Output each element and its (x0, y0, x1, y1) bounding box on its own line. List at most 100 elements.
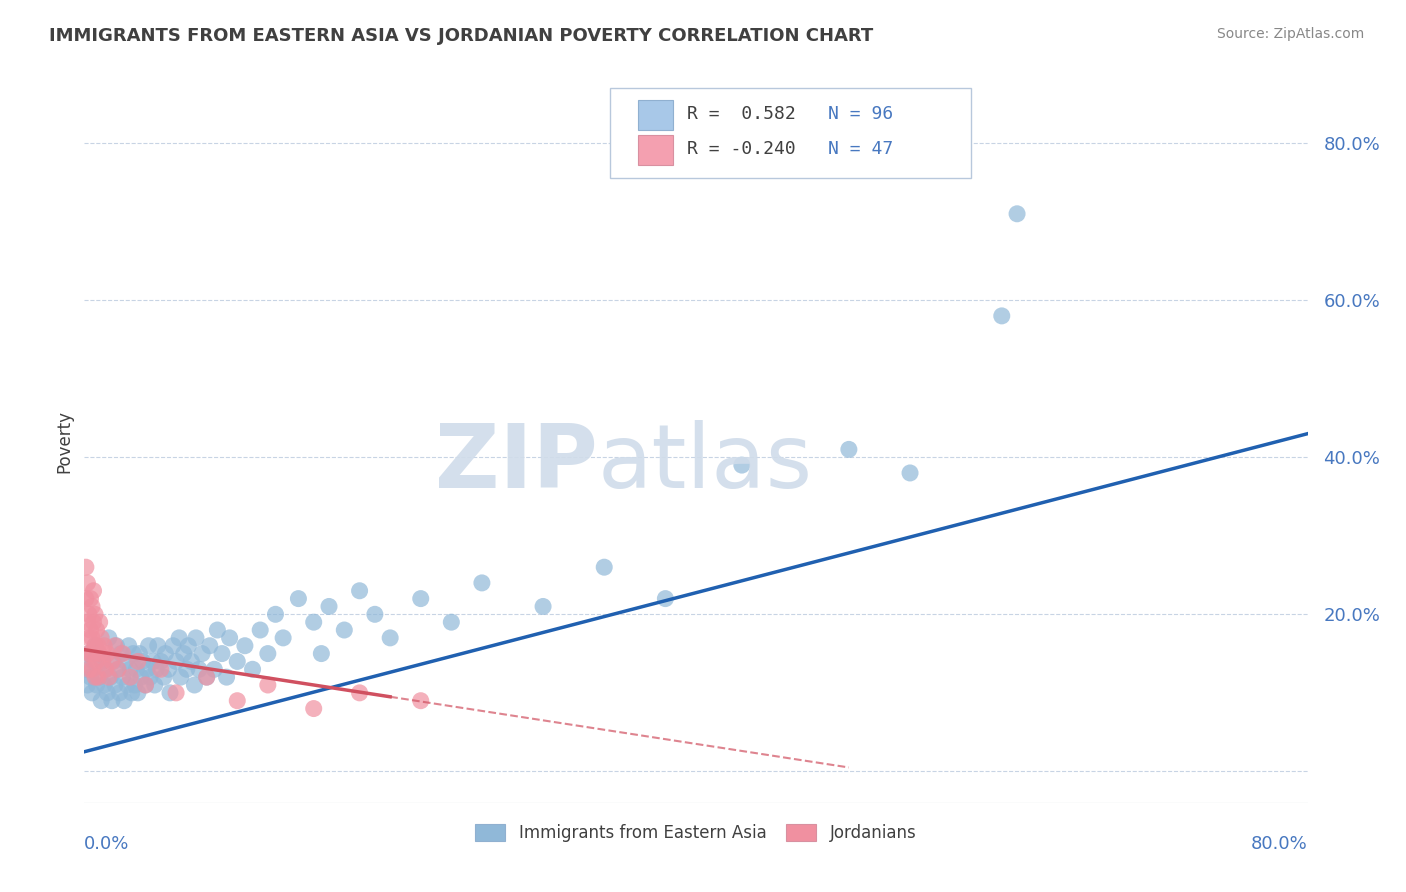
Point (94, 662, 117, 676)
Point (79, 647, 101, 661)
Legend: Immigrants from Eastern Asia, Jordanians: Immigrants from Eastern Asia, Jordanians (468, 817, 924, 848)
Point (108, 686, 131, 700)
Point (77, 607, 100, 622)
Point (226, 655, 249, 669)
Point (87, 670, 110, 684)
Point (128, 647, 150, 661)
Point (75, 560, 97, 574)
Point (198, 639, 221, 653)
Point (79, 623, 101, 637)
Point (76, 647, 98, 661)
Point (115, 678, 138, 692)
Point (257, 647, 280, 661)
Point (409, 694, 432, 708)
Point (264, 607, 287, 622)
Point (145, 662, 167, 676)
Point (471, 575, 494, 590)
Point (218, 631, 240, 645)
Point (101, 655, 124, 669)
Text: N = 47: N = 47 (828, 140, 893, 158)
Point (91, 655, 114, 669)
Point (80, 599, 103, 614)
Point (103, 655, 125, 669)
Point (654, 591, 676, 606)
Text: 80.0%: 80.0% (1251, 835, 1308, 854)
Point (96, 686, 118, 700)
Point (77, 647, 100, 661)
Point (104, 639, 127, 653)
Point (184, 631, 207, 645)
Y-axis label: Poverty: Poverty (55, 410, 73, 473)
Point (159, 686, 181, 700)
Point (120, 662, 142, 676)
Point (77, 631, 100, 645)
Point (75, 591, 97, 606)
Point (271, 631, 294, 645)
Point (531, 599, 554, 614)
Point (110, 647, 132, 661)
Point (211, 647, 233, 661)
Point (84, 639, 107, 653)
Point (114, 655, 136, 669)
Point (125, 662, 148, 676)
Point (89, 615, 111, 630)
Point (107, 662, 129, 676)
Point (129, 670, 152, 684)
Point (149, 655, 172, 669)
Point (93, 678, 115, 692)
Point (302, 701, 325, 715)
Point (349, 686, 371, 700)
Point (84, 639, 107, 653)
Point (97, 670, 120, 684)
Point (257, 678, 280, 692)
Point (138, 639, 160, 653)
Point (333, 623, 356, 637)
Point (87, 639, 110, 653)
Point (180, 655, 202, 669)
Point (165, 655, 187, 669)
Point (173, 647, 195, 661)
Point (105, 639, 128, 653)
Point (364, 607, 387, 622)
Point (86, 623, 108, 637)
Point (162, 639, 184, 653)
Point (287, 591, 309, 606)
Point (79, 591, 101, 606)
Point (838, 442, 860, 457)
Point (143, 678, 166, 692)
Point (318, 599, 340, 614)
Point (111, 647, 134, 661)
Point (84, 670, 107, 684)
Point (90, 631, 112, 645)
Point (76, 575, 98, 590)
Point (76, 615, 98, 630)
Point (118, 639, 141, 653)
Point (142, 655, 165, 669)
Point (183, 678, 205, 692)
Point (124, 678, 146, 692)
Point (89, 670, 111, 684)
FancyBboxPatch shape (610, 87, 972, 178)
Point (76, 678, 98, 692)
Point (215, 670, 238, 684)
Text: Source: ZipAtlas.com: Source: ZipAtlas.com (1216, 27, 1364, 41)
Point (84, 607, 107, 622)
Point (80, 686, 103, 700)
Point (1005, 207, 1028, 221)
Point (155, 647, 177, 661)
Point (242, 662, 264, 676)
Point (86, 655, 108, 669)
Point (593, 560, 616, 574)
Point (991, 309, 1014, 323)
Point (139, 670, 162, 684)
Point (93, 639, 115, 653)
Point (83, 583, 105, 598)
Point (146, 639, 169, 653)
Point (195, 670, 218, 684)
Point (87, 647, 110, 661)
FancyBboxPatch shape (638, 135, 672, 164)
Point (135, 678, 157, 692)
Point (111, 670, 134, 684)
Point (302, 615, 325, 630)
FancyBboxPatch shape (638, 101, 672, 130)
